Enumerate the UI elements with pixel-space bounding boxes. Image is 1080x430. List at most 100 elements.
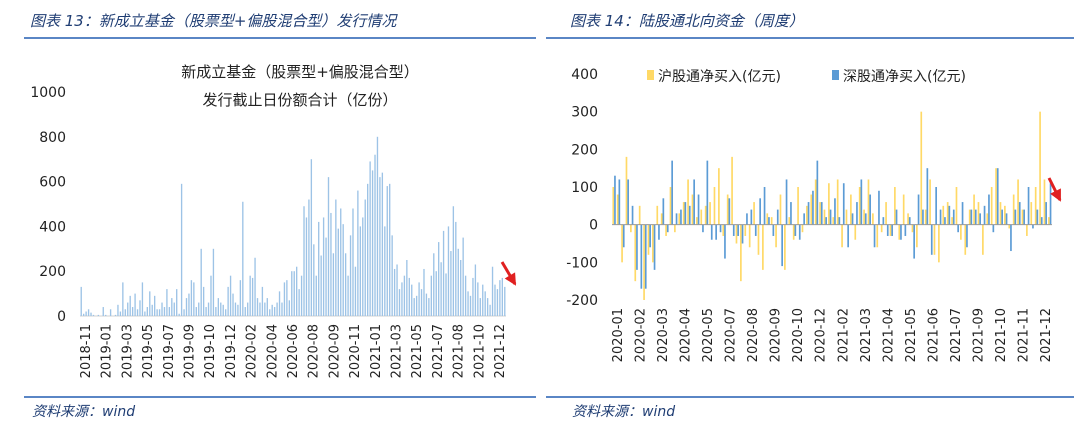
y-tick-label: -200 xyxy=(566,293,598,309)
bar-sz xyxy=(944,217,946,225)
bar-sh xyxy=(775,224,777,248)
bar-sz xyxy=(768,217,770,225)
bar-sh xyxy=(1017,179,1019,225)
bar xyxy=(244,307,246,316)
x-tick-label: 2019-05 xyxy=(141,324,156,378)
bar xyxy=(80,286,82,316)
bar xyxy=(161,302,163,316)
source-note: 资料来源：wind xyxy=(32,404,136,420)
bar xyxy=(369,161,371,316)
x-tick-label: 2020-02 xyxy=(245,324,260,378)
bar-sh xyxy=(823,209,826,225)
bar-sh xyxy=(902,194,905,225)
x-tick-label: 2021-03 xyxy=(390,324,405,378)
bar-sz xyxy=(710,224,713,240)
legend-swatch-sh xyxy=(647,70,654,80)
bar xyxy=(295,266,298,316)
bar-sh xyxy=(1039,111,1041,225)
bar-sh xyxy=(612,187,615,225)
bar-sz xyxy=(886,224,889,236)
bar-sh xyxy=(801,224,804,233)
bar-sh xyxy=(779,194,782,225)
bar-sz xyxy=(882,217,885,225)
bar-sz xyxy=(816,160,819,225)
legend-label-sz: 深股通净买入(亿元) xyxy=(843,69,966,85)
bar-sh xyxy=(682,202,685,225)
bar-sh xyxy=(722,224,725,236)
x-tick-label: 2021-10 xyxy=(994,308,1009,362)
bar xyxy=(428,298,430,316)
bar xyxy=(224,309,227,316)
bar-sh xyxy=(858,187,861,225)
y-tick-label: 0 xyxy=(57,309,66,325)
bar xyxy=(435,271,437,316)
bar xyxy=(283,282,286,316)
bar-sz xyxy=(900,224,902,240)
bar-sz xyxy=(1027,187,1030,225)
chart-panel-left: 图表 13：新成立基金（股票型+偏股混合型）发行情况 0 200 400 600 800… xyxy=(24,12,536,420)
bar-sz xyxy=(798,224,801,240)
title-rule xyxy=(546,37,1074,39)
bar xyxy=(90,312,92,316)
x-tick-label: 2021-05 xyxy=(904,308,919,362)
bar-sh xyxy=(678,213,681,225)
bar xyxy=(384,226,386,316)
bar-sz xyxy=(878,190,880,225)
bar-sz xyxy=(939,209,942,225)
bar xyxy=(396,264,398,316)
x-tick-label: 2021-03 xyxy=(859,308,874,362)
bar xyxy=(190,280,193,316)
bar xyxy=(254,257,256,316)
bar-sz xyxy=(820,202,823,225)
bar-sh xyxy=(982,224,984,255)
bar-sz xyxy=(926,168,929,225)
bar xyxy=(117,304,119,316)
bar-sh xyxy=(1004,205,1006,225)
bar xyxy=(491,266,494,316)
bar-sz xyxy=(917,194,920,225)
bar-sz xyxy=(851,213,854,225)
bar xyxy=(97,314,100,316)
bar xyxy=(332,253,335,316)
bar xyxy=(210,275,212,316)
bar-sz xyxy=(781,224,783,267)
bar-sh xyxy=(832,217,835,225)
bar-sh xyxy=(643,224,645,300)
bar-sh xyxy=(1012,194,1015,225)
bar-sh xyxy=(696,217,698,225)
bar-sh xyxy=(951,217,953,225)
bar-sh xyxy=(916,224,918,248)
bar-sh xyxy=(929,179,931,225)
bar xyxy=(232,293,234,316)
bar xyxy=(347,275,349,316)
x-tick-label: 2020-09 xyxy=(769,308,784,362)
title-rule xyxy=(24,37,536,39)
bar-sh xyxy=(850,194,852,225)
bar xyxy=(322,217,325,316)
bar-sh xyxy=(973,194,975,225)
annotation-arrowhead xyxy=(1050,188,1061,202)
bar xyxy=(362,217,364,316)
bar xyxy=(173,302,175,316)
bar-sz xyxy=(838,217,841,225)
bar xyxy=(286,280,288,316)
bar xyxy=(391,235,393,316)
bar xyxy=(425,293,428,316)
bar-sz xyxy=(966,224,968,248)
fund-issuance-chart: 0 200 400 600 800 1000 2018-11 2019-01 2019-03 20… xyxy=(30,63,517,378)
bar xyxy=(501,277,504,316)
legend-label-sh: 沪股通净买入(亿元) xyxy=(658,69,781,85)
bar-sz xyxy=(803,213,805,225)
bar xyxy=(271,304,273,316)
bar xyxy=(256,298,259,316)
bar-sz xyxy=(1036,209,1039,225)
bar-sh xyxy=(889,224,892,236)
bar xyxy=(193,282,195,316)
bar-sh xyxy=(656,205,659,225)
bar xyxy=(315,275,317,316)
bar xyxy=(217,298,220,316)
bar-sh xyxy=(784,224,786,270)
chart-title: 新成立基金（股票型+偏股混合型） xyxy=(181,63,419,81)
bar-sz xyxy=(759,198,761,225)
bar-sz xyxy=(1014,209,1017,225)
